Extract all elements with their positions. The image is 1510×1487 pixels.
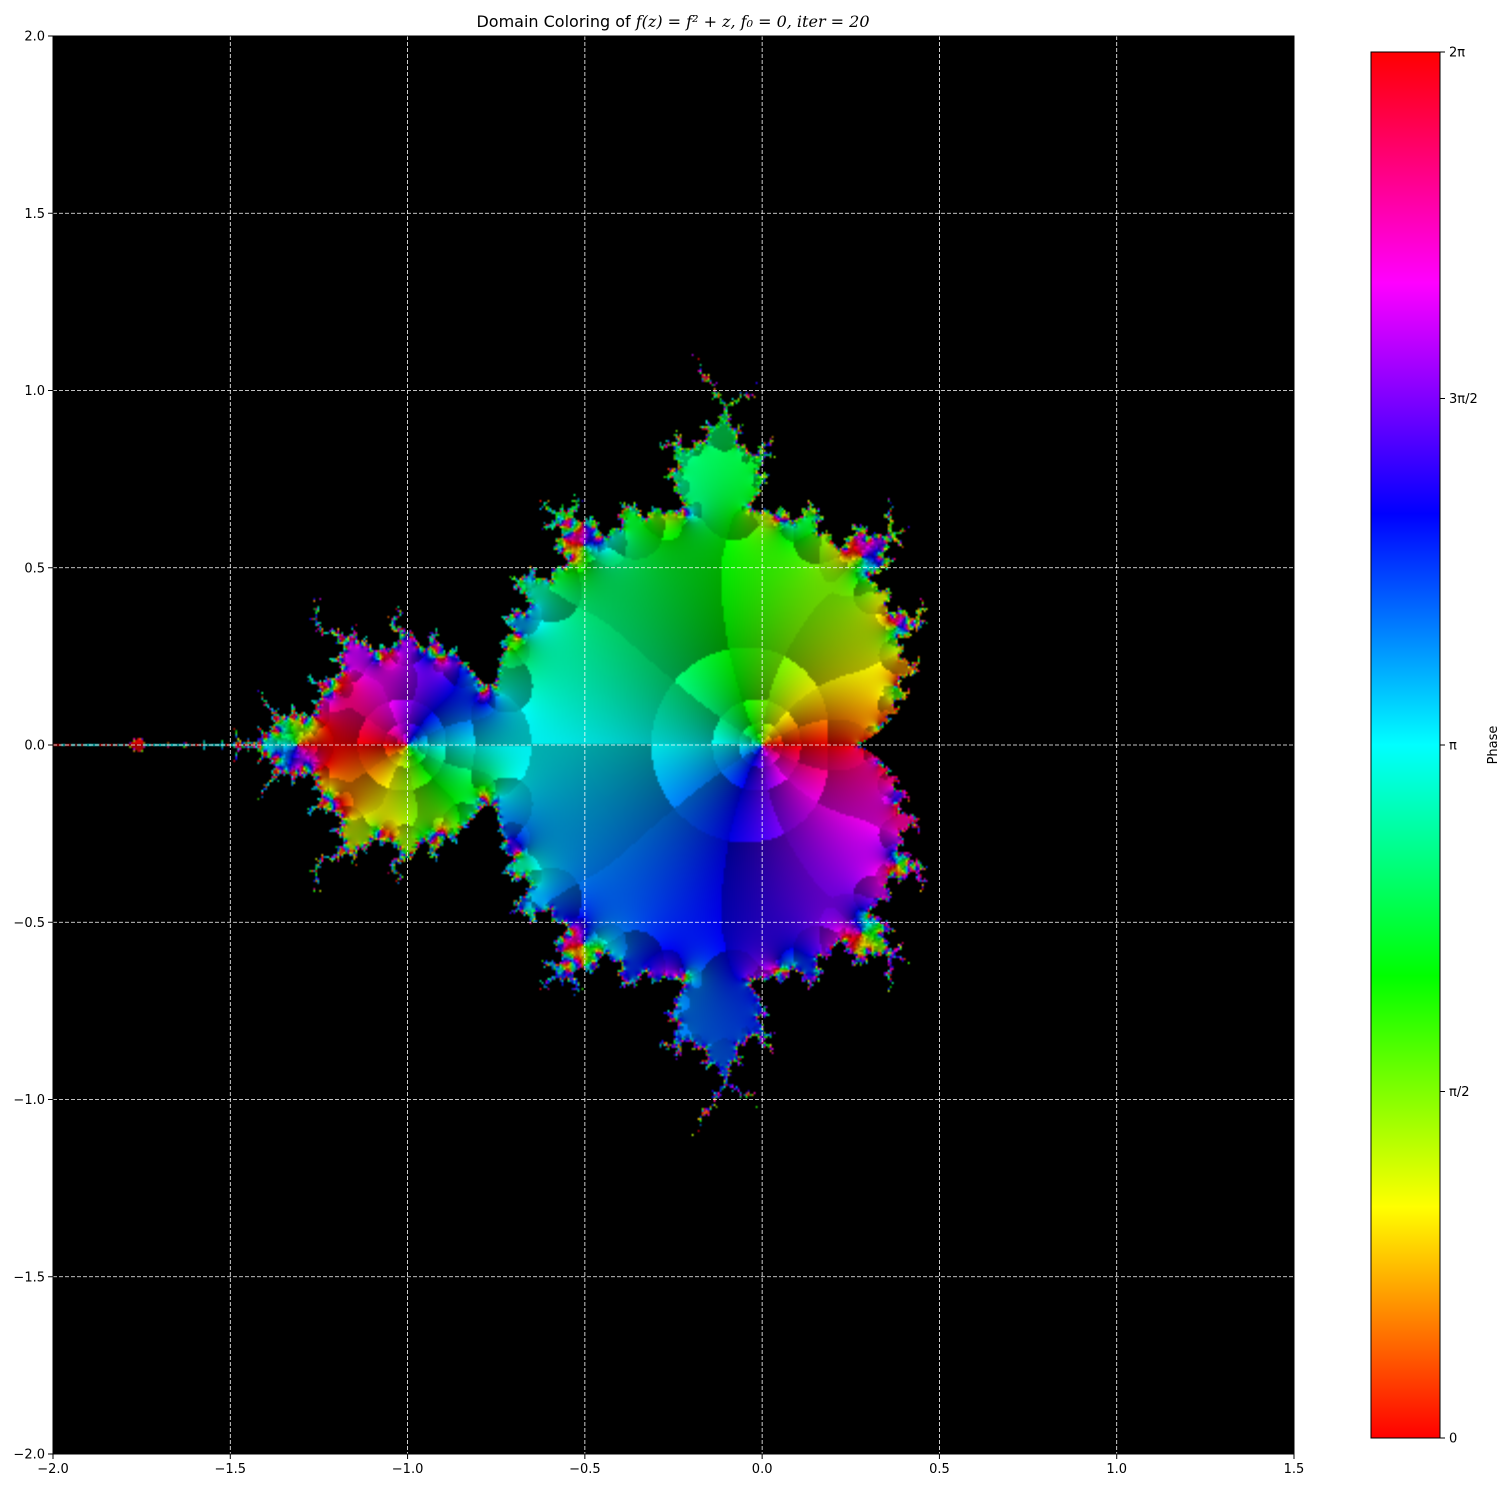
y-tick-label: 2.0	[24, 30, 45, 45]
colorbar-tick-label: π	[1449, 739, 1457, 754]
y-tick-label: −1.5	[13, 1270, 45, 1285]
x-tick-label: −0.5	[569, 1462, 601, 1477]
colorbar-tick-label: 3π/2	[1449, 392, 1478, 407]
y-tick-label: 1.5	[24, 207, 45, 222]
y-tick-label: −2.0	[13, 1448, 45, 1463]
colorbar-tick-label: 2π	[1449, 46, 1465, 61]
colorbar-label: Phase	[1486, 726, 1501, 765]
x-tick-label: −2.0	[37, 1462, 69, 1477]
y-tick-label: −0.5	[13, 916, 45, 931]
x-axis: −2.0 −1.5 −1.0 −0.5 0.0 0.5 1.0 1.5	[37, 1454, 1304, 1477]
colorbar-ticks: 0 π/2 π 3π/2 2π	[1440, 46, 1478, 1447]
y-tick-label: 0.5	[24, 561, 45, 576]
x-tick-label: −1.0	[392, 1462, 424, 1477]
colorbar-gradient	[1370, 51, 1441, 1439]
x-tick-label: 0.0	[752, 1462, 773, 1477]
y-tick-label: 0.0	[24, 739, 45, 754]
x-tick-label: 0.5	[929, 1462, 950, 1477]
y-tick-label: −1.0	[13, 1093, 45, 1108]
x-tick-label: 1.5	[1284, 1462, 1305, 1477]
chart-title-prefix: Domain Coloring of	[476, 12, 635, 31]
x-tick-label: −1.5	[214, 1462, 246, 1477]
colorbar-tick-label: 0	[1449, 1432, 1457, 1447]
colorbar: 0 π/2 π 3π/2 2π Phase	[1370, 46, 1501, 1447]
colorbar-tick-label: π/2	[1449, 1085, 1469, 1100]
y-tick-label: 1.0	[24, 384, 45, 399]
y-axis: −2.0 −1.5 −1.0 −0.5 0.0 0.5 1.0 1.5 2.0	[13, 30, 53, 1463]
chart-title: Domain Coloring of f(z) = f² + z, f₀ = 0…	[476, 12, 869, 31]
x-tick-label: 1.0	[1106, 1462, 1127, 1477]
chart-title-math: f(z) = f² + z, f₀ = 0, iter = 20	[635, 12, 870, 31]
plot-area	[52, 35, 1295, 1455]
